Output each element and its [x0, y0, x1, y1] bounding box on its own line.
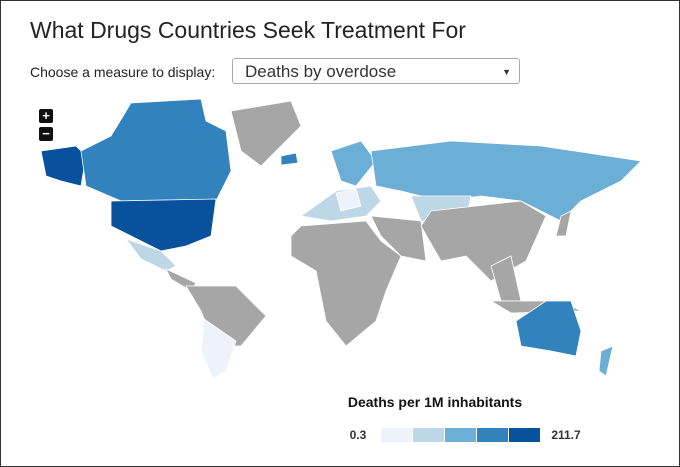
- selected-measure: Deaths by overdose: [245, 62, 397, 81]
- legend-max: 211.7: [551, 428, 581, 442]
- country[interactable]: [555, 210, 572, 237]
- legend-swatch: [509, 428, 540, 442]
- country[interactable]: [80, 98, 232, 202]
- country[interactable]: [280, 152, 299, 166]
- country[interactable]: [110, 198, 217, 252]
- zoom-out-label: −: [42, 126, 50, 141]
- legend-min: 0.3: [350, 428, 367, 442]
- zoom-in-button[interactable]: [39, 109, 53, 123]
- country[interactable]: [370, 215, 427, 262]
- legend-swatch: [381, 428, 412, 442]
- country[interactable]: [598, 345, 614, 377]
- legend-swatch: [413, 428, 444, 442]
- country[interactable]: [185, 285, 267, 347]
- dropdown-arrow: ▼: [502, 67, 511, 77]
- countries: [40, 98, 642, 380]
- legend-title: Deaths per 1M inhabitants: [348, 394, 522, 410]
- zoom-out-button[interactable]: [39, 127, 53, 141]
- country[interactable]: [230, 100, 302, 167]
- country[interactable]: [200, 318, 237, 380]
- legend-swatch: [477, 428, 508, 442]
- country[interactable]: [290, 220, 402, 347]
- measure-select[interactable]: Deaths by overdose ▼: [232, 58, 520, 84]
- legend-swatch: [445, 428, 476, 442]
- country[interactable]: [124, 238, 177, 272]
- page-title: What Drugs Countries Seek Treatment For: [30, 17, 466, 43]
- zoom-in-label: +: [42, 108, 50, 123]
- country[interactable]: [335, 188, 362, 212]
- country[interactable]: [515, 300, 582, 357]
- country[interactable]: [40, 145, 87, 187]
- country[interactable]: [330, 140, 377, 187]
- country[interactable]: [420, 200, 547, 282]
- legend-swatches: [381, 428, 540, 442]
- measure-label: Choose a measure to display:: [30, 64, 216, 80]
